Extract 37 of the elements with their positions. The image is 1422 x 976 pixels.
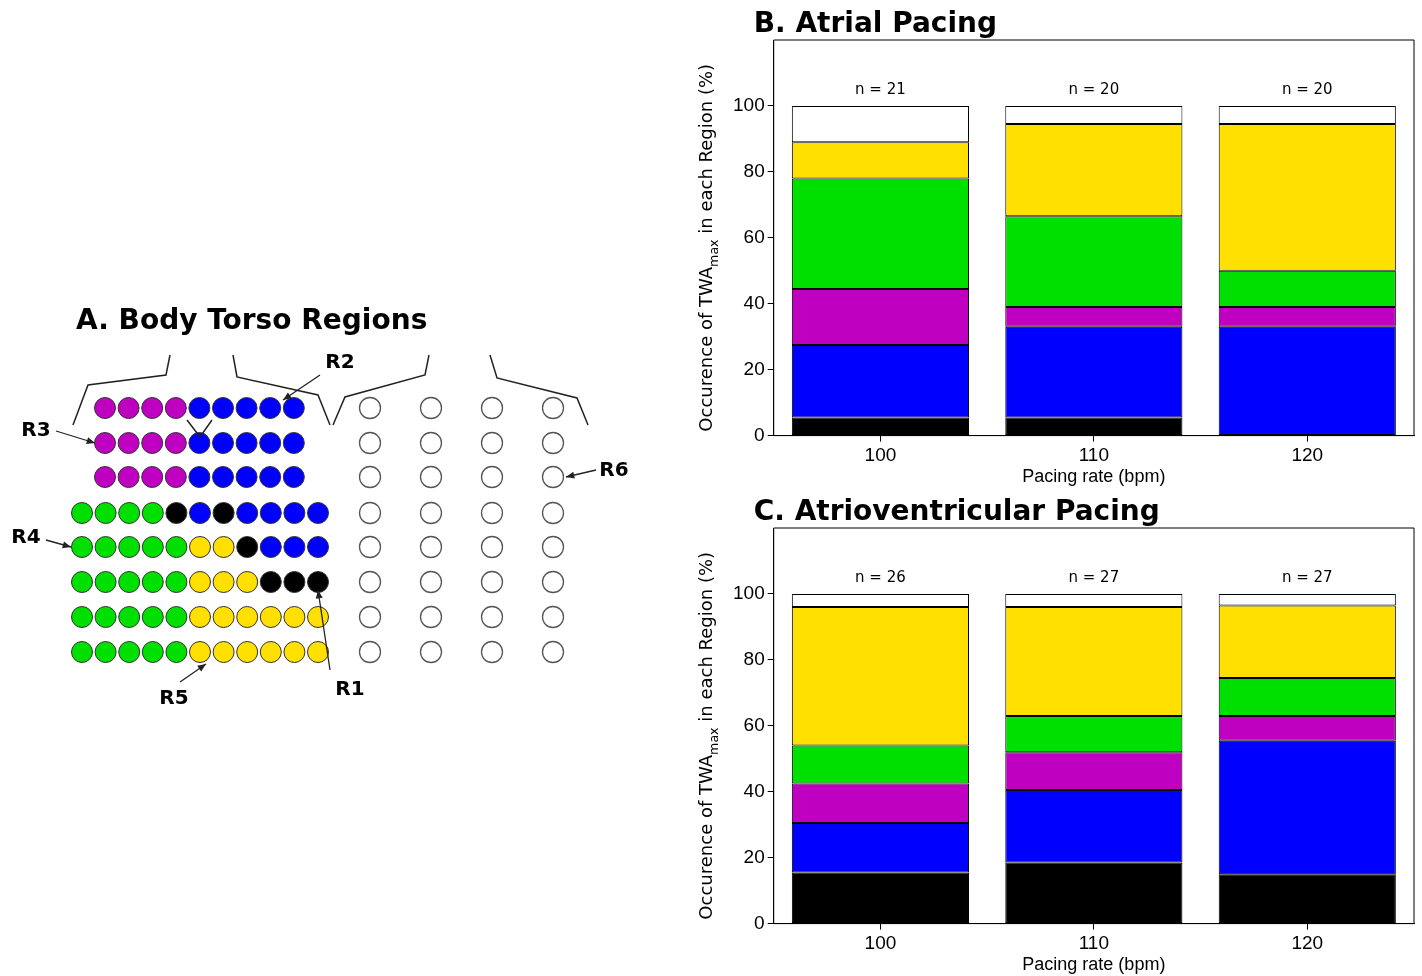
x-tick-label: 100 [864, 932, 897, 954]
x-tick-label: 110 [1078, 444, 1109, 466]
y-axis-title: Occurence of TWAmax in each Region (%) [694, 63, 721, 432]
y-tick-label: 80 [743, 648, 765, 670]
x-axis-title: Pacing rate (bpm) [1022, 466, 1166, 487]
annotation: n = 21 [855, 80, 906, 99]
x-tick-label: 120 [1291, 444, 1324, 466]
text: R5 [159, 685, 189, 709]
annotation: n = 20 [1281, 80, 1333, 99]
y-tick-label: 60 [743, 714, 765, 736]
y-tick-label: 0 [754, 911, 765, 933]
x-tick-label: 120 [1291, 932, 1324, 954]
annotation: n = 26 [855, 568, 906, 587]
y-tick-label: 60 [743, 226, 765, 248]
x-tick-label: 110 [1078, 932, 1109, 954]
text: R3 [21, 417, 51, 441]
y-tick-label: 40 [743, 291, 765, 313]
y-tick-label: 100 [733, 582, 765, 604]
y-tick-label: 80 [743, 160, 765, 182]
x-axis-title: Pacing rate (bpm) [1022, 954, 1166, 975]
text: R4 [11, 524, 41, 548]
text: R6 [599, 457, 629, 481]
text: A. Body Torso Regions [76, 303, 428, 336]
text: R1 [335, 676, 365, 700]
chart-title: C. Atrioventricular Pacing [753, 494, 1160, 527]
y-tick-label: 0 [754, 423, 765, 445]
y-tick-label: 20 [743, 357, 765, 379]
annotation: n = 27 [1068, 568, 1120, 587]
y-tick-label: 100 [733, 94, 765, 116]
y-tick-label: 20 [743, 845, 765, 867]
y-axis-title: Occurence of TWAmax in each Region (%) [694, 551, 721, 920]
annotation: n = 20 [1068, 80, 1120, 99]
annotation: n = 27 [1281, 568, 1333, 587]
x-tick-label: 100 [864, 444, 897, 466]
y-tick-label: 40 [743, 779, 765, 801]
text: R2 [325, 349, 355, 373]
chart-title: B. Atrial Pacing [753, 6, 997, 39]
